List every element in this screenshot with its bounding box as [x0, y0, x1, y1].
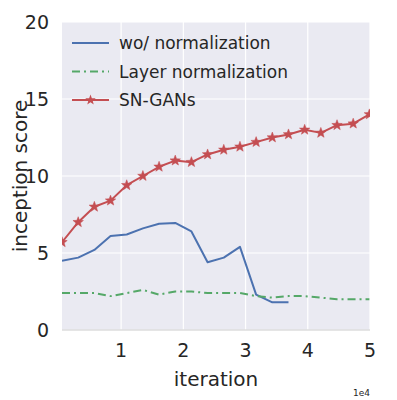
series-marker [235, 141, 245, 151]
series-marker [170, 155, 180, 165]
series-marker [138, 171, 148, 181]
series-group [62, 109, 370, 302]
series-marker [364, 109, 370, 119]
series-line [62, 223, 288, 302]
x-grid-line [307, 22, 308, 330]
series-marker [283, 129, 293, 139]
series-line [62, 290, 369, 299]
legend-swatch [72, 71, 109, 73]
x-axis-offset: 1e4 [353, 388, 370, 398]
series-marker [89, 201, 99, 211]
y-grid-line [62, 175, 370, 176]
legend-label: wo/ normalization [119, 33, 271, 53]
y-tick-label: 5 [37, 242, 49, 264]
series-marker [332, 120, 342, 130]
series-marker [105, 195, 115, 205]
legend-swatch [72, 42, 109, 44]
series-marker [316, 127, 326, 137]
x-grid-line [369, 22, 370, 330]
x-axis-line [62, 330, 370, 331]
series-marker [62, 237, 67, 247]
series-marker [219, 144, 229, 154]
legend-label: SN-GANs [119, 90, 196, 110]
plot-background [62, 22, 370, 330]
y-grid-line [62, 21, 370, 22]
y-tick-label: 0 [37, 319, 49, 341]
series-line [62, 114, 369, 242]
y-grid-line [62, 329, 370, 330]
series-marker [267, 132, 277, 142]
chart: 0510152012345wo/ normalizationLayer norm… [0, 0, 397, 400]
series-marker [154, 161, 164, 171]
x-axis-label: iteration [174, 367, 259, 391]
y-tick-label: 20 [25, 11, 49, 33]
legend-marker [85, 95, 95, 105]
series-marker [348, 118, 358, 128]
x-tick-label: 2 [177, 339, 189, 361]
series-marker [73, 217, 83, 227]
x-tick-label: 4 [302, 339, 314, 361]
series-marker [299, 124, 309, 134]
x-tick-label: 5 [364, 339, 376, 361]
legend-label: Layer normalization [119, 62, 288, 82]
series-marker [186, 157, 196, 167]
x-tick-label: 3 [240, 339, 252, 361]
series-marker [202, 149, 212, 159]
y-grid-line [62, 252, 370, 253]
y-grid-line [62, 98, 370, 99]
series-marker [121, 180, 131, 190]
series-marker [251, 137, 261, 147]
x-tick-label: 1 [115, 339, 127, 361]
y-axis-label: inception score [8, 100, 32, 253]
